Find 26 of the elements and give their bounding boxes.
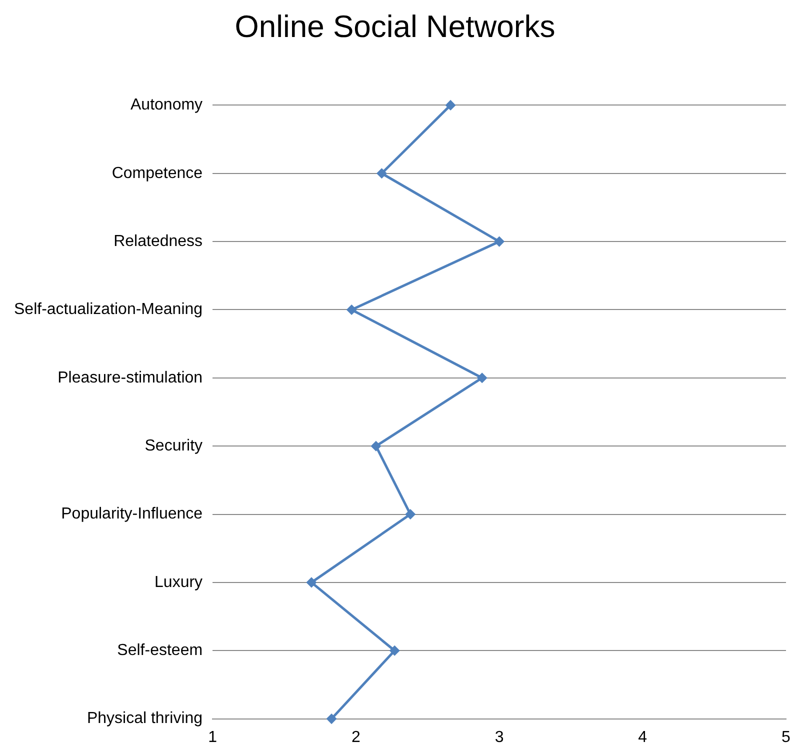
y-tick-label: Self-actualization-Meaning: [14, 301, 203, 318]
point: [326, 714, 336, 724]
point: [390, 646, 400, 656]
x-tick-label: 1: [208, 728, 218, 746]
y-tick-label: Self-esteem: [117, 642, 203, 660]
point: [494, 236, 504, 246]
point: [376, 168, 386, 178]
y-tick-label: Relatedness: [114, 232, 203, 250]
y-tick-label: Popularity-Influence: [61, 506, 203, 523]
point: [371, 441, 381, 451]
x-tick-label: 5: [782, 728, 791, 746]
chart-title: Online Social Networks: [234, 9, 556, 44]
point: [446, 100, 456, 110]
point: [406, 510, 416, 520]
point: [477, 373, 487, 383]
y-tick-label: Security: [144, 437, 203, 454]
point: [346, 304, 356, 314]
x-tick-label: 4: [638, 728, 648, 746]
x-tick-label: 3: [494, 728, 504, 746]
y-tick-label: Autonomy: [130, 96, 203, 114]
point: [306, 578, 316, 588]
x-tick-label: 2: [351, 728, 360, 746]
y-tick-label: Physical thriving: [86, 710, 203, 728]
y-tick-label: Luxury: [154, 574, 203, 591]
y-tick-label: Competence: [112, 164, 203, 182]
y-tick-label: Pleasure-stimulation: [58, 369, 203, 386]
